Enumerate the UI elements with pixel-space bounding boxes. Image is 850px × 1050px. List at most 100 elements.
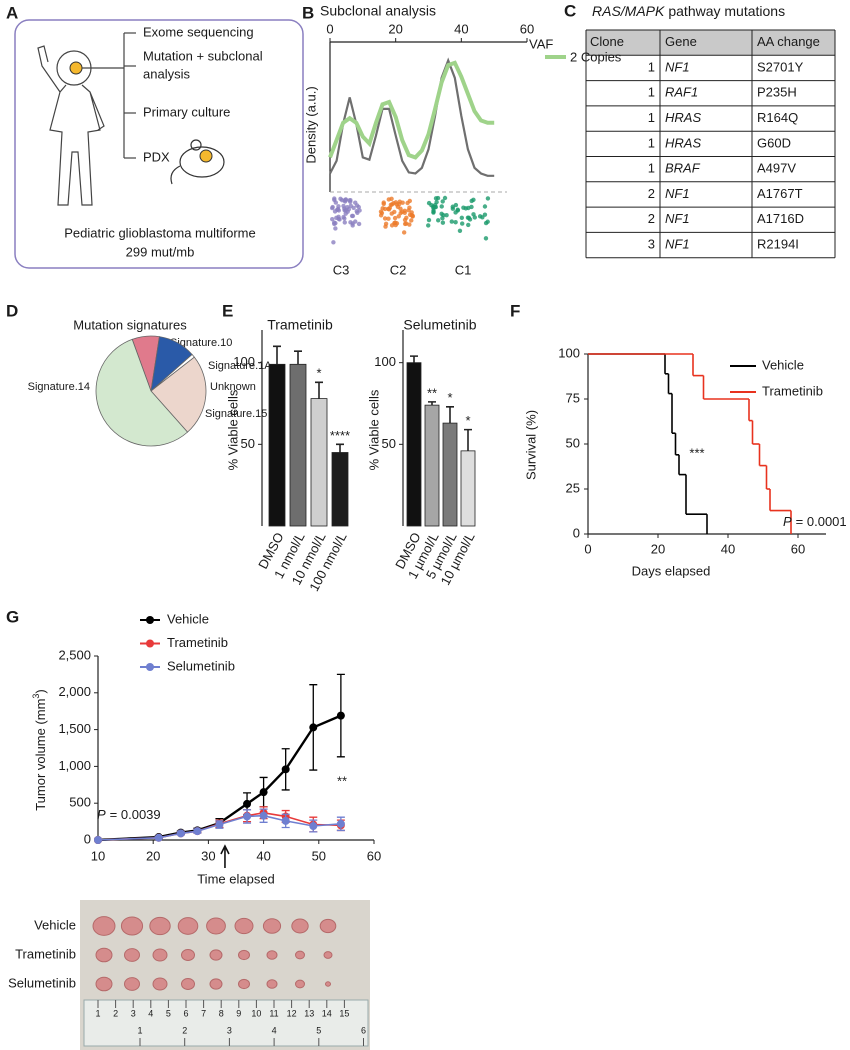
legend-label: Selumetinib	[167, 658, 235, 673]
point	[281, 816, 290, 825]
ruler-number: 11	[269, 1008, 278, 1018]
ruler-number: 1	[137, 1025, 142, 1035]
table-cell: HRAS	[665, 110, 701, 125]
legend-label: 2 Copies	[570, 49, 622, 64]
cluster-label: C1	[455, 262, 472, 277]
bar	[331, 452, 349, 527]
cluster-dot	[397, 201, 402, 207]
tumor	[291, 918, 309, 934]
point	[259, 788, 268, 797]
cluster-label: C3	[333, 262, 350, 277]
legend-label: Vehicle	[167, 611, 209, 626]
tumor	[266, 979, 278, 989]
ruler-number: 12	[287, 1008, 297, 1018]
pie-slice	[150, 356, 207, 433]
cluster-dot	[483, 220, 489, 226]
y-tick-label: 0	[84, 831, 91, 846]
table-cell: R164Q	[757, 110, 798, 125]
cluster-dot	[469, 204, 474, 210]
pie-label: Signature.14	[28, 381, 90, 393]
cluster-dot	[457, 228, 463, 233]
step: Primary culture	[143, 104, 230, 119]
ruler	[83, 999, 369, 1047]
tumor	[181, 977, 195, 991]
cluster-dot	[426, 223, 431, 228]
photo-row-label: Vehicle	[34, 917, 76, 932]
cluster-dot	[431, 209, 436, 215]
cluster-dot	[440, 199, 445, 204]
y-tick-label: 500	[69, 795, 91, 810]
error-bar	[273, 345, 281, 365]
table-cell: G60D	[757, 135, 791, 150]
significance: ****	[330, 428, 350, 443]
y-axis-label: % Viable cells	[225, 389, 240, 470]
y-axis-label: Density (a.u.)	[303, 86, 318, 163]
y-label-sup: 3	[31, 694, 41, 699]
pie-label: Signature.15	[205, 408, 267, 420]
x-tick-label: 10	[91, 848, 105, 863]
cluster-dot	[337, 217, 342, 222]
cluster-dot	[349, 213, 355, 219]
cluster-dot	[485, 196, 491, 201]
table-header: Clone	[590, 34, 624, 49]
panel-letter: G	[6, 607, 19, 626]
error-bar	[428, 401, 436, 406]
cluster-dot	[353, 200, 358, 205]
pie-slice	[95, 338, 189, 447]
point	[176, 829, 185, 838]
panel-letter: C	[564, 1, 576, 20]
cluster-dot	[455, 208, 461, 213]
chart-title: Selumetinib	[403, 317, 476, 333]
tumor	[124, 977, 140, 991]
tumor	[209, 978, 223, 990]
table-cell: 1	[648, 110, 655, 125]
tumor	[325, 981, 331, 987]
error-bar	[464, 428, 472, 451]
table-cell: 1	[648, 85, 655, 100]
x-axis-label: Days elapsed	[632, 563, 711, 578]
cluster-dot	[331, 240, 336, 245]
bar	[289, 363, 307, 527]
table-header: Gene	[665, 34, 697, 49]
ruler-number: 5	[166, 1008, 171, 1018]
ruler-number: 10	[251, 1008, 261, 1018]
y-tick-label: 75	[566, 390, 580, 405]
cluster-dot	[353, 219, 358, 224]
point	[259, 811, 268, 820]
cluster-dot	[433, 196, 439, 201]
cluster-dot	[333, 226, 338, 231]
ruler-number: 2	[182, 1025, 187, 1035]
cluster-dot	[348, 220, 353, 225]
cluster-dot	[440, 220, 446, 225]
cluster-dot	[383, 224, 388, 229]
error-bar	[446, 405, 454, 424]
panel-letter: D	[6, 301, 18, 320]
table-cell: 2	[648, 211, 655, 226]
y-axis-label: Tumor volume (mm3)	[31, 689, 48, 811]
error-bar	[336, 443, 344, 453]
photo-row-label: Trametinib	[15, 946, 76, 961]
pie-label: Signature.1A	[208, 360, 272, 372]
point	[281, 765, 290, 774]
tumor-dot	[199, 149, 213, 163]
table-cell: HRAS	[665, 135, 701, 150]
point	[336, 819, 345, 828]
cluster-dot	[399, 209, 405, 214]
ruler-number: 9	[236, 1008, 241, 1018]
series-line	[97, 814, 341, 841]
panel-letter: A	[6, 3, 18, 22]
p-symbol: P	[783, 514, 792, 529]
ruler-number: 14	[322, 1008, 332, 1018]
y-tick-label: 50	[566, 435, 580, 450]
point	[193, 827, 202, 836]
cluster-dot	[389, 223, 395, 228]
cluster-dot	[333, 220, 338, 226]
table-cell: 1	[648, 161, 655, 176]
cluster-dot	[404, 215, 409, 221]
bracket	[82, 32, 136, 159]
x-tick-label: 0	[326, 21, 333, 36]
cluster-dot	[460, 221, 465, 226]
bar	[460, 450, 476, 527]
cluster-dot	[351, 205, 356, 211]
table-cell: R2194I	[757, 236, 799, 251]
